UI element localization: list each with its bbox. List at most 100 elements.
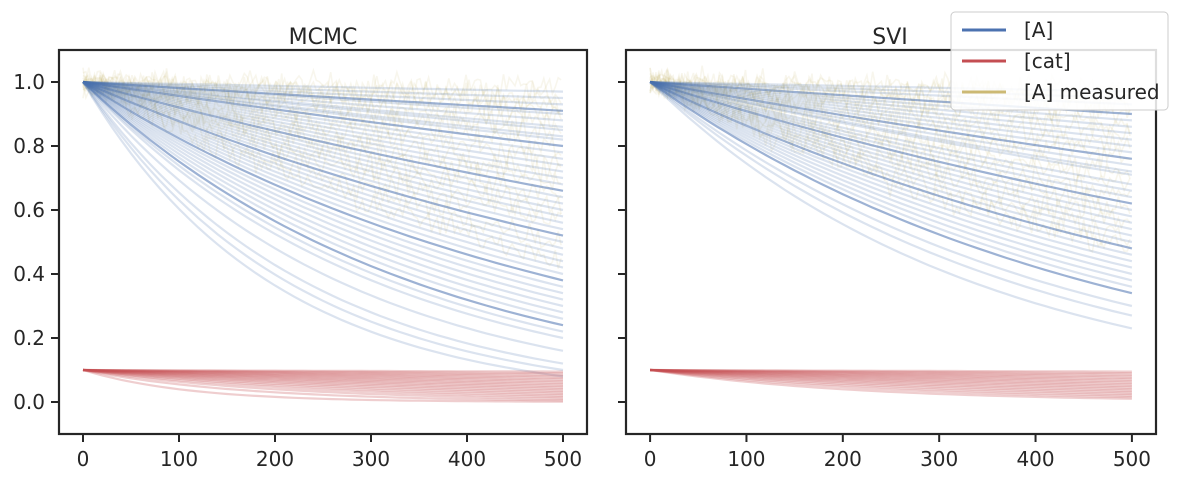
mcmc-y-tick-label-2: 0.4 <box>13 262 45 286</box>
svi-a-line-28 <box>649 81 1133 276</box>
mcmc-a-line-8 <box>82 80 564 138</box>
mcmc-a-line-41 <box>82 81 564 352</box>
svi-a-measured-line-7 <box>649 71 1131 155</box>
mcmc-a-measured-line-10 <box>82 70 562 192</box>
mcmc-a-line-39 <box>82 81 564 333</box>
svi-cat-line-9 <box>650 368 1132 388</box>
mcmc-a-line-7 <box>82 80 564 132</box>
svi-a-line-30 <box>649 81 1133 288</box>
svi-a-line-34 <box>649 81 1133 330</box>
mcmc-a-measured-line-6 <box>82 74 562 141</box>
mcmc-a-measured-line-0 <box>82 67 562 102</box>
mcmc-x-tick-label-3: 300 <box>352 447 390 471</box>
mcmc-a-measured-line-3 <box>82 69 562 115</box>
mcmc-a-line-12 <box>82 80 564 160</box>
mcmc-a-line-36 <box>82 81 564 314</box>
svi-a-measured-line-4 <box>649 70 1131 125</box>
mcmc-a-line-16 <box>82 80 564 186</box>
mcmc-cat-line-5 <box>82 368 564 381</box>
svi-a-line-6 <box>649 80 1133 135</box>
svi-cat-line-1 <box>650 368 1132 375</box>
mcmc-cat-line-15 <box>82 368 564 397</box>
mcmc-a-line-27 <box>82 81 564 256</box>
svi-axes-frame <box>624 48 1158 436</box>
mcmc-a-line-0 <box>82 80 564 93</box>
svi-a-line-5 <box>649 80 1132 128</box>
mcmc-a-measured-line-11 <box>82 76 562 204</box>
mcmc-x-tick-label-0: 0 <box>77 447 90 471</box>
svi-cat-line-13 <box>650 368 1132 394</box>
svi-a-measured-line-9 <box>649 74 1131 179</box>
svi-a-line-21 <box>649 80 1133 231</box>
mcmc-a-line-43 <box>82 81 564 372</box>
svi-cat-line-10 <box>650 368 1132 389</box>
svi-a-line-20 <box>649 80 1133 224</box>
mcmc-a-line-23 <box>82 80 564 231</box>
mcmc-series-group <box>82 67 564 403</box>
mcmc-panel: MCMC 0 100 200 300 400 500 0.0 0.2 0.4 0.6 0.8 1.0 <box>13 25 589 471</box>
mcmc-cat-line-16 <box>82 368 564 399</box>
mcmc-a-line-24 <box>82 80 564 237</box>
mcmc-x-tick-label-5: 500 <box>544 447 582 471</box>
mcmc-cat-line-19 <box>82 368 564 403</box>
mcmc-x-tick-label-1: 100 <box>160 447 198 471</box>
mcmc-a-measured-line-14 <box>82 74 562 249</box>
svi-a-measured-line-14 <box>649 72 1131 248</box>
mcmc-cat-line-18 <box>82 368 564 402</box>
mcmc-cat-line-12 <box>82 368 564 392</box>
svi-a-line-26 <box>649 81 1133 263</box>
svi-a-line-32 <box>649 81 1133 308</box>
mcmc-a-line-34 <box>82 81 564 301</box>
svi-a-line-31 <box>649 81 1133 295</box>
mcmc-y-tick-label-0: 0.0 <box>13 390 45 414</box>
svi-x-tick-label-4: 400 <box>1016 447 1054 471</box>
mcmc-a-measured-line-12 <box>82 67 562 218</box>
mcmc-a-line-37 <box>82 81 564 320</box>
svi-a-line-9 <box>649 80 1133 154</box>
svi-a-measured-line-5 <box>649 73 1131 137</box>
mcmc-cat-line-11 <box>82 368 564 391</box>
mcmc-a-measured-line-2 <box>82 69 562 113</box>
svi-a-measured-line-10 <box>649 73 1131 193</box>
svi-cat-line-12 <box>650 368 1132 392</box>
mcmc-a-line-32 <box>82 81 564 288</box>
mcmc-cat-line-8 <box>82 368 564 386</box>
legend-label-a-measured: [A] measured <box>1024 80 1160 104</box>
svi-a-measured-line-6 <box>649 67 1131 143</box>
mcmc-cat-line-1 <box>82 368 564 375</box>
svi-cat-line-0 <box>650 368 1132 373</box>
svi-a-measured-line-13 <box>649 74 1131 230</box>
mcmc-a-line-3 <box>82 80 564 112</box>
svi-a-line-29 <box>649 81 1133 282</box>
svi-a-line-33 <box>649 81 1133 317</box>
svi-x-tick-label-2: 200 <box>824 447 862 471</box>
mcmc-a-line-33 <box>82 81 564 295</box>
svi-a-line-13 <box>649 80 1133 176</box>
mcmc-cat-line-13 <box>82 368 564 394</box>
mcmc-y-tick-label-4: 0.8 <box>13 134 45 158</box>
mcmc-cat-line-9 <box>82 368 564 388</box>
mcmc-cat-line-4 <box>82 368 564 380</box>
svi-a-line-8 <box>649 80 1133 148</box>
mcmc-a-line-4 <box>82 80 564 116</box>
mcmc-a-line-19 <box>82 80 564 205</box>
svi-a-line-14 <box>649 80 1133 186</box>
mcmc-a-line-17 <box>82 80 564 192</box>
svi-a-line-7 <box>649 80 1133 141</box>
svi-cat-line-5 <box>650 368 1132 381</box>
mcmc-y-tick-label-3: 0.6 <box>13 198 45 222</box>
mcmc-a-line-42 <box>82 81 564 365</box>
svi-a-line-24 <box>649 81 1133 250</box>
mcmc-a-line-38 <box>82 81 564 327</box>
mcmc-x-tick-label-2: 200 <box>256 447 294 471</box>
legend-label-a: [A] <box>1024 18 1053 42</box>
mcmc-a-line-30 <box>82 81 564 276</box>
mcmc-a-line-35 <box>82 81 564 308</box>
svi-cat-line-14 <box>649 368 1132 396</box>
mcmc-a-measured-line-15 <box>82 77 562 269</box>
mcmc-a-line-9 <box>82 80 564 141</box>
mcmc-cat-line-3 <box>82 368 564 378</box>
svi-a-line-22 <box>649 80 1133 237</box>
mcmc-cat-line-6 <box>82 368 564 383</box>
